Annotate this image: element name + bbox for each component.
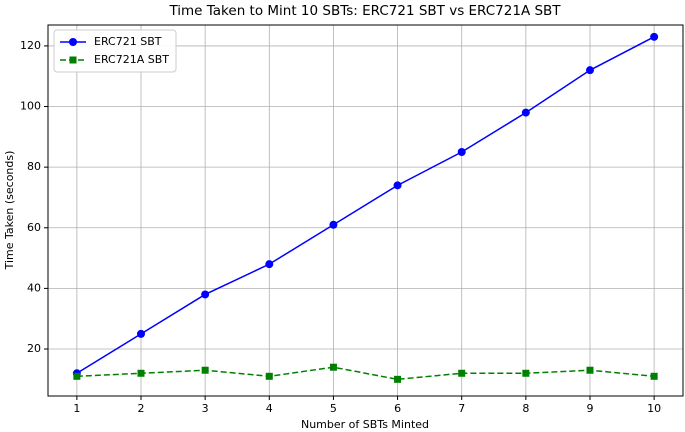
legend-label: ERC721A SBT <box>94 53 169 66</box>
data-point <box>457 148 466 157</box>
y-tick-label: 100 <box>20 100 41 113</box>
x-axis-label: Number of SBTs Minted <box>301 418 429 431</box>
series-line <box>76 36 655 374</box>
chart-title: Time Taken to Mint 10 SBTs: ERC721 SBT v… <box>168 3 561 19</box>
legend-box <box>53 29 177 73</box>
data-point <box>586 366 594 374</box>
x-tick-label: 10 <box>647 402 661 415</box>
data-point <box>329 220 338 229</box>
plot-frame <box>47 24 684 397</box>
legend-marker <box>69 56 77 64</box>
legend-label: ERC721 SBT <box>94 35 162 48</box>
data-point <box>585 66 594 75</box>
y-tick-label: 80 <box>27 160 41 173</box>
x-tick-label: 1 <box>73 402 80 415</box>
data-point <box>265 260 274 269</box>
data-point <box>73 372 81 380</box>
x-tick-label: 7 <box>458 402 465 415</box>
y-axis-label: Time Taken (seconds) <box>3 151 16 271</box>
y-tick-label: 20 <box>27 342 41 355</box>
x-tick-label: 8 <box>522 402 529 415</box>
data-point <box>393 181 402 190</box>
data-point <box>522 369 530 377</box>
series-line <box>76 366 655 381</box>
data-point <box>458 369 466 377</box>
x-tick-label: 4 <box>266 402 273 415</box>
data-point <box>650 32 659 41</box>
x-tick-label: 3 <box>202 402 209 415</box>
y-tick-label: 120 <box>20 39 41 52</box>
y-tick-label: 60 <box>27 221 41 234</box>
data-point <box>394 375 402 383</box>
data-point <box>265 372 273 380</box>
x-tick-label: 2 <box>138 402 145 415</box>
data-point <box>329 363 337 371</box>
data-point <box>137 369 145 377</box>
x-tick-label: 5 <box>330 402 337 415</box>
data-point <box>650 372 658 380</box>
x-tick-label: 6 <box>394 402 401 415</box>
data-point <box>521 108 530 117</box>
data-point <box>201 290 210 299</box>
data-point <box>137 329 146 338</box>
x-tick-label: 9 <box>586 402 593 415</box>
legend-marker <box>69 38 77 46</box>
data-point <box>201 366 209 374</box>
y-tick-label: 40 <box>27 281 41 294</box>
